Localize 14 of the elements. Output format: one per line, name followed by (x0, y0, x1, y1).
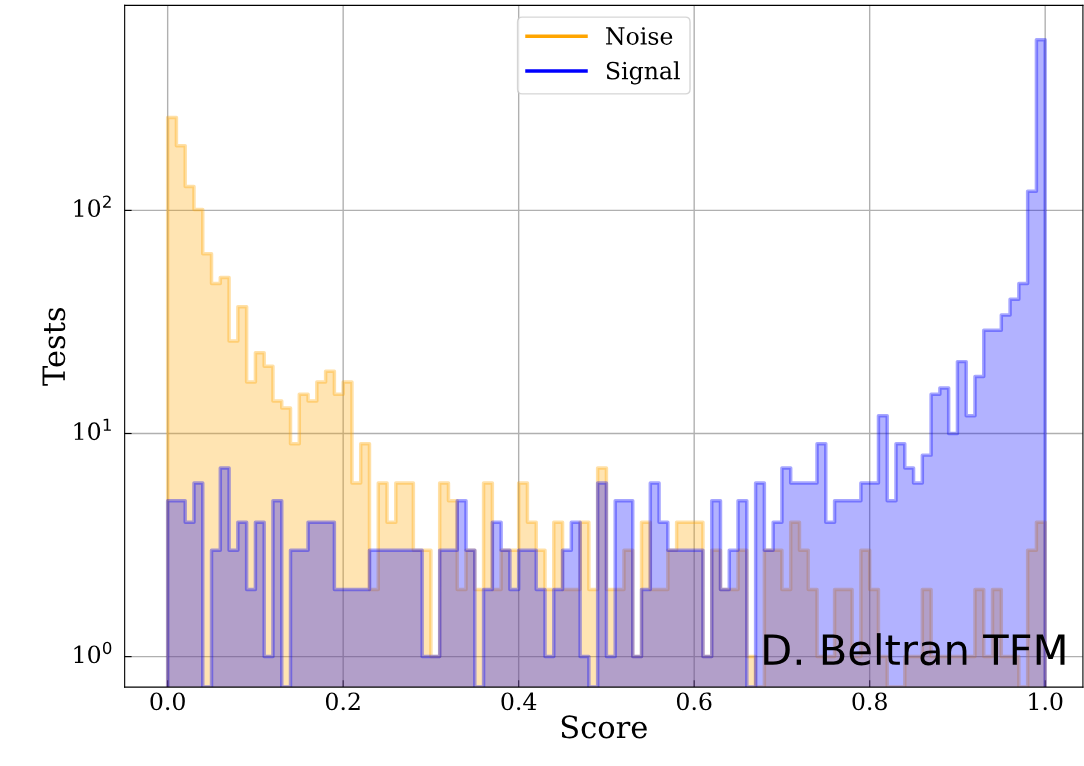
legend-label: Signal (606, 61, 680, 85)
y-tick-label: 10$^{1}$ (74, 418, 111, 441)
annotation: D. Beltran TFM (764, 633, 1065, 666)
x-tick-label: 0.6 (676, 692, 712, 711)
y-tick-label: 10$^{0}$ (74, 641, 112, 664)
x-tick-label: 0.2 (325, 692, 360, 711)
x-tick-label: 0.8 (852, 692, 887, 711)
x-axis-title: Score (561, 715, 647, 739)
legend-label: Noise (606, 27, 673, 45)
y-tick-label: 10$^{2}$ (74, 195, 111, 218)
y-axis-title: Tests (42, 307, 66, 386)
x-tick-label: 0.0 (150, 692, 185, 711)
x-tick-label: 1.0 (1029, 692, 1063, 711)
x-tick-label: 0.4 (501, 692, 537, 711)
